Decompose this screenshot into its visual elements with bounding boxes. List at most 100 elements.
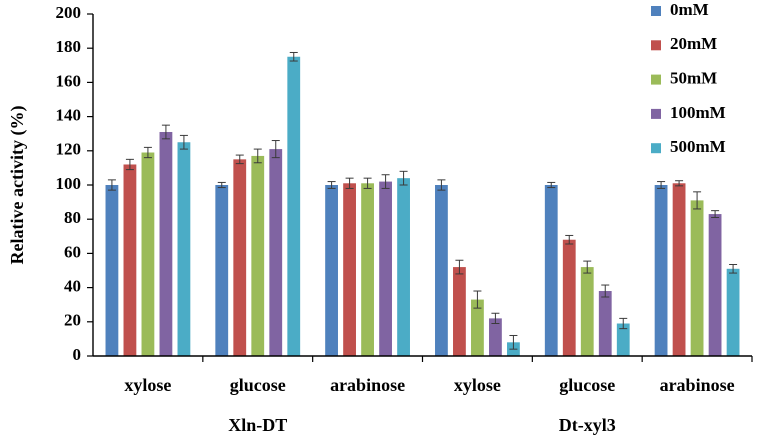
bar-20mM-xylose-3 [453,267,466,356]
bar-500mM-arabinose-5 [726,268,740,356]
bar-500mM-glucose-1 [287,56,301,356]
error-bar-0mM-xylose-3 [437,179,446,191]
error-bar-50mM-arabinose-5 [693,191,702,210]
y-ticks-layer: 0 20 40 60 80 100 120 140 160 180 200 [56,3,93,364]
error-bar-500mM-glucose-1 [289,51,298,62]
bar-500mM-arabinose-2 [397,178,410,356]
legend-item-50mM: 50mM [651,69,717,88]
legend-swatch-500mM [651,143,661,154]
error-bar-500mM-arabinose-2 [399,170,408,186]
bar-500mM-glucose-4 [616,323,630,356]
error-bar-100mM-arabinose-5 [711,210,720,218]
y-axis-label: Relative activity (%) [7,106,28,265]
bar-500mM-xylose-0 [177,142,191,356]
error-bar-100mM-arabinose-2 [381,174,390,189]
error-bar-50mM-xylose-3 [473,290,482,309]
legend-item-0mM: 0mM [651,0,709,19]
x-category-label-xylose: xylose [454,375,501,395]
error-bar-0mM-arabinose-2 [327,181,336,189]
x-labels-layer: xylose glucose arabinose xylose glucose arabi… [124,356,753,435]
x-category-label-xylose: xylose [124,375,171,395]
bar-50mM-arabinose-2 [361,183,374,356]
y-tick-label-100: 100 [56,174,82,193]
error-bar-500mM-xylose-0 [179,134,188,150]
y-tick-label-160: 160 [56,71,82,90]
error-bar-50mM-glucose-4 [583,260,592,274]
y-tick-label-40: 40 [64,277,81,296]
legend-label-100mM: 100mM [670,103,726,122]
error-bar-100mM-xylose-3 [491,312,500,325]
bar-20mM-glucose-4 [562,239,576,356]
bar-0mM-xylose-3 [435,185,448,356]
error-bar-50mM-glucose-1 [253,148,262,164]
error-bar-20mM-glucose-1 [235,154,244,165]
error-bars-layer [107,51,738,350]
bar-100mM-glucose-4 [598,291,612,356]
y-tick-label-0: 0 [73,345,82,364]
error-bar-20mM-glucose-4 [565,234,574,245]
error-bar-0mM-xylose-0 [107,179,116,191]
x-category-label-glucose: glucose [559,375,615,395]
legend-swatch-0mM [651,6,661,16]
error-bar-20mM-arabinose-2 [345,177,354,189]
bar-20mM-xylose-0 [123,164,137,356]
legend-swatch-50mM [651,74,661,85]
error-bar-500mM-xylose-3 [509,334,518,350]
bar-0mM-glucose-4 [544,185,558,356]
error-bar-20mM-arabinose-5 [675,180,684,187]
legend-item-500mM: 500mM [651,137,726,156]
y-tick-label-80: 80 [64,208,81,227]
error-bar-20mM-xylose-3 [455,259,464,275]
x-category-label-glucose: glucose [230,375,286,395]
error-bar-20mM-xylose-0 [125,158,134,171]
y-tick-label-180: 180 [56,37,82,56]
error-bar-100mM-glucose-1 [271,140,280,159]
error-bar-0mM-glucose-4 [547,181,556,189]
y-tick-label-20: 20 [64,311,81,330]
error-bar-100mM-glucose-4 [601,284,610,298]
bar-100mM-glucose-1 [269,149,283,356]
legend-label-500mM: 500mM [670,137,726,156]
bar-20mM-glucose-1 [233,159,247,356]
error-bar-0mM-arabinose-5 [657,181,666,189]
bar-0mM-xylose-0 [105,185,119,356]
bar-100mM-arabinose-2 [379,181,392,356]
error-bar-0mM-glucose-1 [217,181,226,189]
bar-100mM-arabinose-5 [708,214,722,356]
bar-50mM-xylose-3 [471,299,484,356]
legend-swatch-20mM [651,40,661,51]
legend-label-50mM: 50mM [670,69,717,88]
error-bar-500mM-arabinose-5 [729,264,738,274]
bar-100mM-xylose-3 [489,318,502,356]
y-tick-label-120: 120 [56,140,82,159]
error-bar-500mM-glucose-4 [619,317,628,330]
bar-0mM-arabinose-5 [654,185,668,356]
bar-0mM-arabinose-2 [325,185,338,356]
legend-label-0mM: 0mM [670,0,709,19]
y-tick-label-60: 60 [64,242,81,261]
axes-layer [92,14,752,357]
bar-50mM-xylose-0 [141,152,155,356]
error-bar-50mM-xylose-0 [143,146,152,159]
bar-50mM-glucose-1 [251,155,265,356]
x-category-label-arabinose: arabinose [660,375,735,395]
legend-item-20mM: 20mM [651,34,717,53]
bar-20mM-arabinose-2 [343,183,356,356]
legend-item-100mM: 100mM [651,103,726,122]
error-bar-100mM-xylose-0 [161,124,170,140]
bar-50mM-arabinose-5 [690,200,704,356]
legend-swatch-100mM [651,108,661,119]
x-category-label-arabinose: arabinose [330,375,405,395]
bar-100mM-xylose-0 [159,131,173,356]
bar-0mM-glucose-1 [215,185,229,356]
bars-layer [105,56,740,356]
bar-50mM-glucose-4 [580,267,594,356]
legend: 0mM 20mM 50mM 100mM 500mM [651,0,726,156]
bar-20mM-arabinose-5 [672,183,686,356]
error-bar-50mM-arabinose-2 [363,177,372,189]
group-label-Dt-xyl3: Dt-xyl3 [559,415,616,435]
y-tick-label-140: 140 [56,106,82,125]
y-tick-label-200: 200 [56,3,82,22]
legend-label-20mM: 20mM [670,34,717,53]
